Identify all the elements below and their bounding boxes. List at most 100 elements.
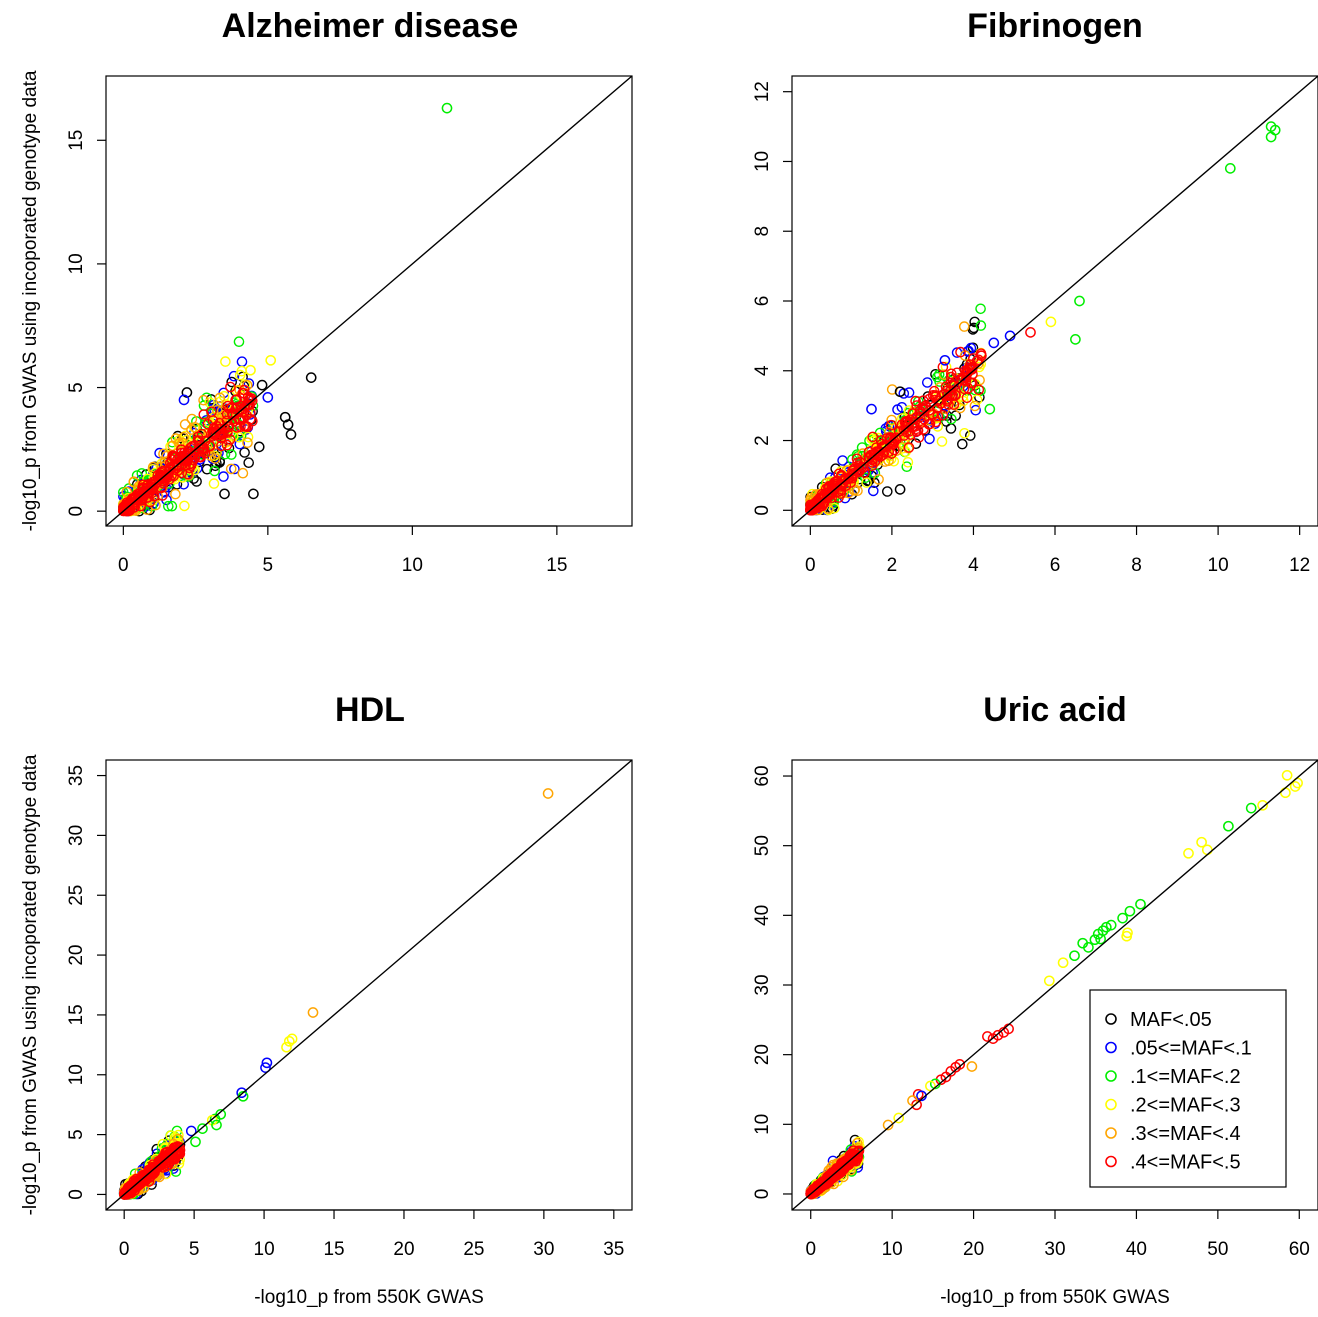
y-tick-label: 0 bbox=[752, 1189, 773, 1200]
data-point bbox=[225, 463, 237, 475]
panel-title: Uric acid bbox=[983, 691, 1127, 729]
data-point bbox=[1095, 933, 1106, 945]
data-point bbox=[959, 321, 970, 332]
y-tick-label: 10 bbox=[66, 253, 87, 274]
legend-label: .2<=MAF<.3 bbox=[1130, 1095, 1241, 1117]
y-tick-label: 8 bbox=[752, 226, 773, 237]
identity-line bbox=[105, 75, 633, 527]
y-axis: 0 10 20 30 40 50 60 bbox=[752, 765, 792, 1199]
data-point bbox=[840, 480, 852, 492]
data-point bbox=[204, 440, 216, 452]
data-point bbox=[173, 437, 185, 449]
data-point bbox=[982, 1031, 993, 1042]
data-point bbox=[190, 1136, 201, 1148]
legend: MAF<.05 .05<=MAF<.1 .1<=MAF<.2 .2<=MAF<.3 .3… bbox=[1089, 989, 1287, 1188]
data-point bbox=[216, 440, 227, 452]
data-point bbox=[232, 402, 243, 413]
data-point bbox=[901, 461, 913, 473]
data-point bbox=[1089, 934, 1101, 946]
data-point bbox=[1224, 163, 1236, 174]
data-point bbox=[854, 465, 865, 477]
panel-title: Fibrinogen bbox=[967, 7, 1143, 45]
y-tick-label: 30 bbox=[66, 825, 87, 846]
y-tick-label: 10 bbox=[752, 1114, 773, 1135]
data-point bbox=[1135, 898, 1146, 910]
data-point bbox=[1281, 769, 1293, 781]
data-point bbox=[188, 448, 200, 459]
data-point bbox=[1057, 957, 1069, 969]
data-point bbox=[867, 454, 878, 466]
data-point bbox=[843, 1157, 855, 1168]
y-tick-label: 2 bbox=[752, 435, 773, 446]
data-point bbox=[1196, 836, 1207, 848]
data-point bbox=[172, 1141, 183, 1152]
data-point bbox=[930, 391, 941, 403]
data-point bbox=[226, 376, 237, 388]
data-point bbox=[138, 490, 150, 502]
data-point bbox=[223, 421, 234, 433]
y-tick-label: 10 bbox=[752, 151, 773, 172]
data-point bbox=[902, 456, 914, 468]
data-point bbox=[170, 488, 181, 500]
data-point bbox=[121, 486, 132, 498]
data-point bbox=[229, 463, 240, 475]
x-tick-label: 60 bbox=[1289, 1239, 1310, 1260]
data-point bbox=[1074, 295, 1085, 307]
panel-title: Alzheimer disease bbox=[222, 7, 519, 45]
x-tick-label: 40 bbox=[1126, 1239, 1147, 1260]
data-point bbox=[903, 387, 915, 398]
x-tick-label: 30 bbox=[1044, 1239, 1065, 1260]
data-point bbox=[218, 471, 229, 482]
data-point bbox=[886, 384, 898, 395]
data-point bbox=[228, 370, 240, 382]
data-point bbox=[242, 391, 254, 403]
data-points bbox=[105, 759, 633, 1211]
y-axis: 0 5 10 15 bbox=[66, 130, 106, 517]
y-tick-label: 6 bbox=[752, 296, 773, 307]
data-point bbox=[962, 382, 974, 394]
data-point bbox=[940, 361, 952, 373]
data-point bbox=[957, 391, 969, 402]
data-point bbox=[285, 429, 297, 440]
data-point bbox=[237, 467, 249, 479]
x-tick-label: 30 bbox=[533, 1239, 554, 1260]
data-point bbox=[211, 447, 222, 459]
panel-hdl: HDL 0 5 10 15 20 25 30 35 0 5 10 15 20 25 30 35 bbox=[66, 691, 633, 1260]
x-tick-label: 20 bbox=[393, 1239, 414, 1260]
y-tick-label: 25 bbox=[66, 885, 87, 906]
data-point bbox=[233, 336, 245, 348]
data-point bbox=[179, 419, 191, 430]
data-point bbox=[209, 465, 220, 477]
data-point bbox=[868, 448, 880, 460]
data-point bbox=[214, 392, 226, 404]
data-point bbox=[861, 477, 872, 488]
data-point bbox=[1289, 781, 1301, 792]
data-point bbox=[843, 473, 855, 485]
x-tick-label: 0 bbox=[118, 555, 129, 576]
data-point bbox=[1077, 937, 1089, 949]
x-tick-label: 10 bbox=[1208, 555, 1229, 576]
legend-label: .1<=MAF<.2 bbox=[1130, 1066, 1241, 1088]
x-tick-label: 5 bbox=[263, 555, 274, 576]
data-point bbox=[924, 404, 935, 416]
data-point bbox=[808, 1186, 819, 1197]
y-tick-label: 60 bbox=[752, 765, 773, 786]
data-point bbox=[235, 421, 246, 433]
data-point bbox=[286, 1033, 298, 1045]
data-point bbox=[945, 371, 957, 383]
data-point bbox=[221, 415, 233, 427]
data-point bbox=[279, 411, 291, 423]
x-tick-label: 12 bbox=[1289, 555, 1310, 576]
legend-marker bbox=[1105, 1127, 1117, 1139]
data-point bbox=[938, 369, 950, 381]
data-point bbox=[221, 439, 233, 451]
data-point bbox=[885, 419, 897, 431]
data-point bbox=[954, 402, 966, 414]
data-point bbox=[120, 1188, 132, 1199]
y-tick-label: 0 bbox=[752, 505, 773, 516]
data-point bbox=[186, 413, 198, 425]
data-point bbox=[922, 377, 933, 388]
y-tick-label: 0 bbox=[66, 506, 87, 517]
data-point bbox=[248, 488, 259, 500]
